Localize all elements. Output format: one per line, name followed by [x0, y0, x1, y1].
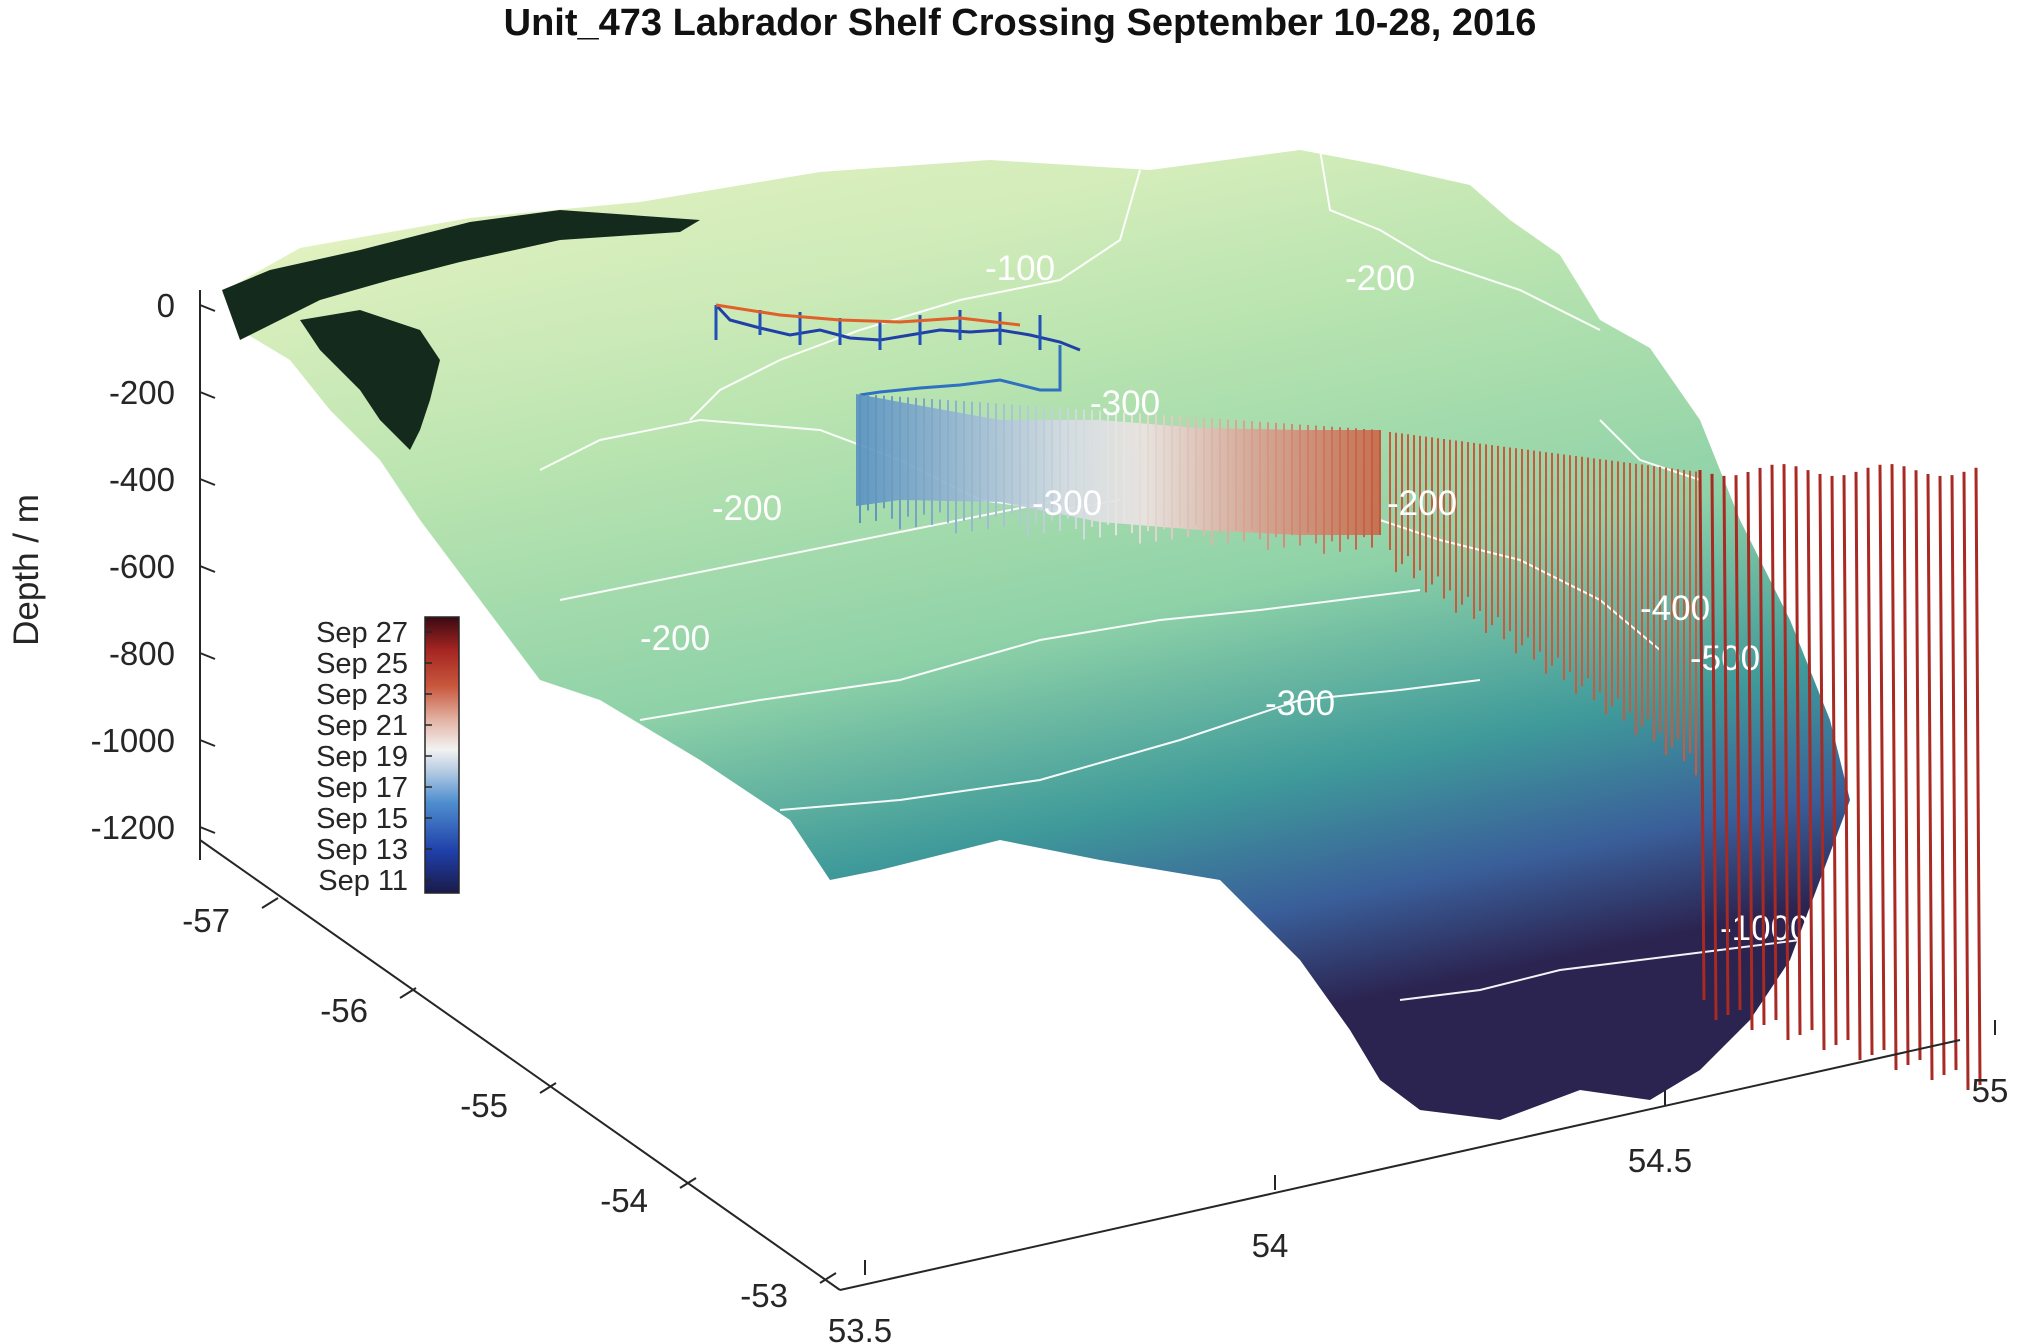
glider-profile-deep	[1950, 475, 1958, 1071]
glider-profile-deep	[1722, 475, 1730, 1016]
glider-profile-deep	[1794, 466, 1802, 1036]
colorbar-tick-label: Sep 27	[316, 617, 408, 649]
land-mass	[300, 310, 440, 450]
glider-profile-deep	[1926, 474, 1934, 1081]
colorbar-tick-label: Sep 23	[316, 679, 408, 711]
colorbar-tick-label: Sep 19	[316, 741, 408, 773]
glider-profiles-deep	[1698, 464, 1982, 1091]
glider-profile-deep	[1710, 473, 1718, 1021]
contour-lines	[539, 149, 1801, 1001]
z-axis-label: Depth / m	[7, 494, 46, 646]
lon-tick-label: -55	[460, 1087, 508, 1124]
lat-tick-label: 54	[1252, 1227, 1289, 1264]
z-tick-label: -1000	[91, 722, 175, 759]
glider-profile-deep	[1854, 471, 1862, 1061]
glider-profile-deep	[1866, 467, 1874, 1056]
glider-profile-deep	[1902, 466, 1910, 1066]
lon-tick-label: -56	[320, 992, 368, 1029]
z-tick-mark	[199, 565, 216, 573]
z-tick-label: -800	[109, 635, 175, 672]
contour-label: -200	[1345, 259, 1415, 298]
colorbar-tick-label: Sep 11	[318, 865, 408, 897]
lon-tick-label: -53	[740, 1277, 788, 1314]
contour-label: -100	[985, 249, 1055, 288]
z-tick-label: -600	[109, 548, 175, 585]
colorbar-gradient	[424, 616, 460, 894]
glider-profile-deep	[1962, 471, 1970, 1091]
z-tick-mark	[199, 478, 216, 486]
z-tick-label: 0	[157, 287, 175, 324]
lon-tick-mark	[539, 1082, 557, 1094]
glider-profile-deep	[1914, 470, 1922, 1061]
lon-tick-mark	[399, 987, 417, 999]
lat-tick-label: 55	[1972, 1072, 2009, 1109]
glider-profile-deep	[1830, 475, 1838, 1046]
z-tick-mark	[199, 739, 216, 747]
z-tick-label: -200	[109, 374, 175, 411]
lon-tick-label: -54	[600, 1182, 648, 1219]
contour-label: -300	[1265, 684, 1335, 723]
z-tick-mark	[199, 391, 216, 399]
land-mass	[222, 210, 700, 340]
glider-curtain-descending	[859, 394, 1697, 776]
z-tick-mark	[199, 304, 216, 312]
glider-profile-deep	[1938, 475, 1946, 1076]
glider-profile-deep	[1878, 464, 1886, 1051]
contour-label: -200	[640, 619, 710, 658]
contour-label: -300	[1090, 384, 1160, 423]
glider-profile-deep	[1806, 470, 1814, 1031]
contour-label: -200	[1387, 484, 1457, 523]
contour-label: -300	[1032, 484, 1102, 523]
lon-tick-mark	[261, 897, 279, 909]
contour-label: -400	[1640, 589, 1710, 628]
colorbar-tick-label: Sep 13	[316, 834, 408, 866]
colorbar-tick-label: Sep 21	[316, 710, 408, 742]
glider-profile-deep	[1818, 473, 1826, 1051]
glider-profile-deep	[1782, 464, 1790, 1041]
chart-title: Unit_473 Labrador Shelf Crossing Septemb…	[503, 2, 1537, 44]
glider-profile-deep	[1746, 471, 1754, 1031]
lat-tick-label: 53.5	[828, 1312, 892, 1344]
glider-profile-deep	[1974, 467, 1982, 1086]
lon-tick-mark	[679, 1177, 697, 1189]
z-tick-label: -400	[109, 461, 175, 498]
lon-axis	[199, 839, 841, 1291]
colorbar	[424, 616, 460, 894]
lon-tick-label: -57	[182, 902, 230, 939]
glider-profile-deep	[1890, 464, 1898, 1071]
z-tick-mark	[199, 652, 216, 660]
glider-profile-deep	[1758, 467, 1766, 1026]
lat-axis	[839, 1039, 1961, 1291]
z-tick-label: -1200	[91, 809, 175, 846]
lat-tick-label: 54.5	[1628, 1142, 1692, 1179]
colorbar-tick-label: Sep 25	[316, 648, 408, 680]
glider-track-shallow	[714, 303, 1081, 397]
glider-profile-deep	[1698, 469, 1706, 1001]
z-tick-mark	[199, 826, 216, 834]
contour-label: -200	[712, 489, 782, 528]
glider-profile-deep	[1734, 475, 1742, 1011]
glider-profile-deep	[1770, 464, 1778, 1021]
colorbar-tick-label: Sep 17	[316, 772, 408, 804]
lon-tick-mark	[819, 1272, 837, 1284]
glider-profile-deep	[1842, 475, 1850, 1041]
z-axis-ticks: 0 -200 -400 -600 -800 -1000 -1200	[91, 287, 216, 846]
colorbar-tick-label: Sep 15	[316, 803, 408, 835]
